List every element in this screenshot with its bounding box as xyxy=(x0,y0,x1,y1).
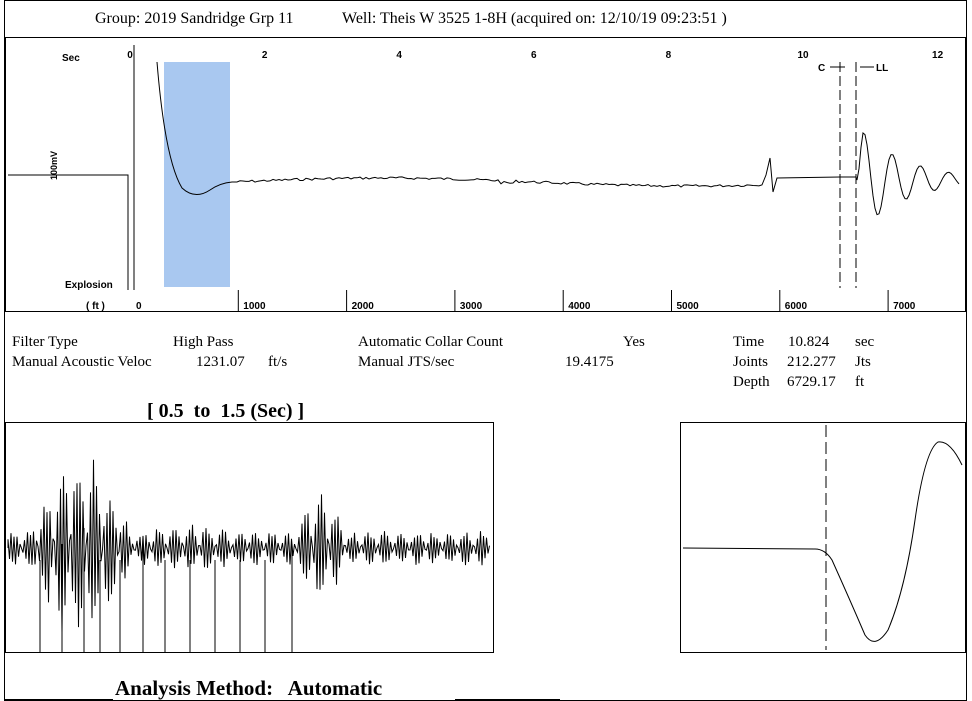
frame xyxy=(4,0,967,701)
value: 212.277 xyxy=(787,354,836,370)
zoom-trace xyxy=(7,459,490,652)
group-text: Group: 2019 Sandridge Grp 11 xyxy=(95,10,294,27)
info: Filter Type High Pass Automatic Collar C… xyxy=(12,334,874,390)
depth-unit: ( ft ) xyxy=(86,301,105,312)
value: 6729.17 xyxy=(787,374,836,390)
explosion-trace xyxy=(8,174,129,290)
amplitude-label: 100mV xyxy=(49,151,59,180)
label: Manual JTS/sec xyxy=(358,354,455,370)
liquid-level-marker: LL xyxy=(876,63,888,74)
time-tick-label: 4 xyxy=(396,50,402,61)
time-tick-label: 0 xyxy=(127,50,133,61)
unit: sec xyxy=(855,334,874,350)
value: High Pass xyxy=(173,334,234,350)
main-plot-frame xyxy=(5,37,966,312)
depth-tick-label: 7000 xyxy=(893,301,916,312)
depth-tick-label: 2000 xyxy=(352,301,375,312)
acoustic-trace xyxy=(156,61,960,216)
zoom-panel xyxy=(5,422,494,653)
value: 1231.07 xyxy=(196,354,245,370)
well-text: Well: Theis W 3525 1-8H (acquired on: 12… xyxy=(342,10,727,27)
depth-tick-label: 4000 xyxy=(568,301,591,312)
label: Time xyxy=(733,334,764,350)
value: 19.4175 xyxy=(565,354,614,370)
analysis-method: Analysis Method: Automatic xyxy=(115,676,382,700)
selection-window xyxy=(164,62,230,287)
explosion-label: Explosion xyxy=(65,280,113,291)
label: Joints xyxy=(733,354,768,370)
time-tick-label: 6 xyxy=(531,50,537,61)
depth-tick-label: 5000 xyxy=(677,301,700,312)
label: Filter Type xyxy=(12,334,78,350)
unit: ft/s xyxy=(268,354,287,370)
time-tick-label: 12 xyxy=(932,50,944,61)
window-title: [ 0.5 to 1.5 (Sec) ] xyxy=(147,400,304,422)
value: Yes xyxy=(623,334,645,350)
value: 10.824 xyxy=(788,334,830,350)
unit: Jts xyxy=(855,354,871,370)
time-unit: Sec xyxy=(62,53,80,64)
time-tick-label: 2 xyxy=(262,50,268,61)
time-tick-label: 10 xyxy=(797,50,809,61)
unit: ft xyxy=(855,374,865,390)
depth-tick-label: 1000 xyxy=(243,301,266,312)
zoom-signal xyxy=(7,459,490,633)
label: Automatic Collar Count xyxy=(358,334,504,350)
depth-tick-label: 3000 xyxy=(460,301,483,312)
collar-trace xyxy=(682,441,963,642)
collar-marker: C xyxy=(818,63,825,74)
depth-tick-label: 0 xyxy=(136,301,142,312)
label: Depth xyxy=(733,374,770,390)
main-plot: 0 2 4 6 8 10 12 0 1000 2000 3000 4000 5000 6000 7000 xyxy=(8,45,960,312)
collar-panel xyxy=(680,422,966,653)
depth-tick-label: 6000 xyxy=(785,301,808,312)
label: Manual Acoustic Veloc xyxy=(12,354,152,370)
time-tick-label: 8 xyxy=(666,50,672,61)
